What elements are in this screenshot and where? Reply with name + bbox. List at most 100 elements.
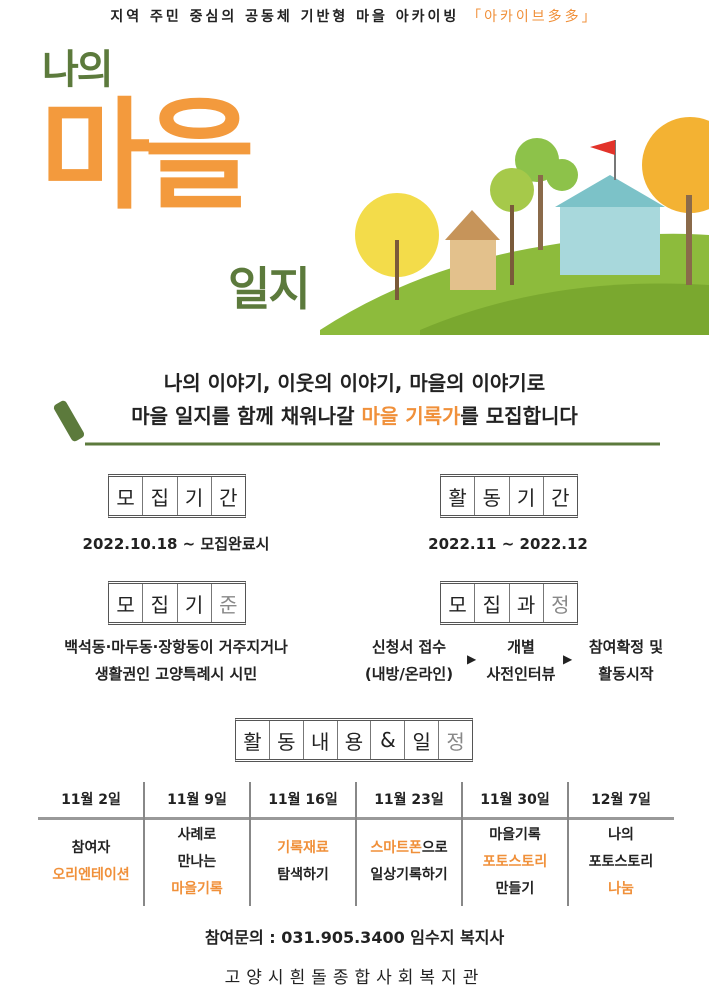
activity-text: 으로	[421, 840, 448, 856]
heading-char: 기	[176, 584, 211, 622]
step-line: 신청서 접수	[371, 638, 447, 656]
activity-line: 사례로	[144, 822, 250, 849]
criteria-text: 백석동·마두동·장항동이 거주지거나 생활권인 고양특례시 시민	[5, 634, 347, 688]
tagline-text: 지역 주민 중심의 공동체 기반형 마을 아카이빙	[110, 9, 460, 25]
activity-line: 기록재료	[250, 835, 356, 862]
recruit-period-value: 2022.10.18 ~ 모집완료시	[82, 535, 270, 553]
tagline: 지역 주민 중심의 공동체 기반형 마을 아카이빙 「아카이브多多」	[0, 8, 709, 26]
heading-char: 정	[542, 584, 577, 622]
schedule-date: 11월 9일	[167, 792, 227, 808]
heading-char: 집	[474, 584, 508, 622]
activity-line: 오리엔테이션	[38, 862, 144, 889]
activity-line: 만들기	[462, 876, 568, 903]
activity-line: 나눔	[568, 876, 674, 903]
activity-text: 나눔	[608, 880, 634, 897]
heading-char: 준	[210, 584, 245, 622]
column-divider	[355, 782, 357, 906]
column-divider	[567, 782, 569, 906]
intro-highlight: 마을 기록가	[361, 404, 461, 428]
activity-text: 마을기록	[171, 880, 223, 897]
activity-line: 포토스토리	[568, 849, 674, 876]
schedule-date: 11월 16일	[268, 792, 338, 808]
activity-text: 만들기	[495, 880, 535, 897]
heading-char: 집	[142, 477, 176, 515]
intro-line1: 나의 이야기, 이웃의 이야기, 마을의 이야기로	[163, 371, 546, 395]
arrow-right-icon: ▶	[467, 652, 477, 666]
activity-line: 만나는	[144, 849, 250, 876]
heading-char: 기	[508, 477, 543, 515]
heading-char: 모	[448, 592, 467, 617]
contact-info: 참여문의 : 031.905.3400 임수지 복지사	[204, 928, 505, 947]
schedule-table: 11월 2일 참여자 오리엔테이션 11월 9일 사례로 만나는 마을기록 11월 16일 기록…	[38, 782, 674, 906]
activity-text: 포토스토리	[482, 853, 548, 870]
step-line: 개별	[507, 638, 535, 656]
heading-char: 모	[116, 592, 135, 617]
process-step-1: 신청서 접수 (내방/온라인)	[352, 634, 466, 688]
activity-text: 일상기록하기	[370, 867, 448, 883]
pencil-icon	[53, 400, 660, 446]
activity-line: 일상기록하기	[356, 862, 462, 889]
arrow-right-icon: ▶	[563, 652, 573, 666]
schedule-date: 11월 2일	[61, 792, 121, 808]
heading-char: 정	[438, 721, 472, 759]
heading-char: &	[370, 721, 404, 759]
intro-text: 를 모집합니다	[460, 404, 578, 428]
title-line3: 일지	[228, 262, 311, 316]
activity-text: 나의	[608, 826, 634, 843]
heading-char: 내	[302, 721, 337, 759]
step-line: 활동시작	[598, 665, 654, 683]
heading-char: 동	[268, 721, 303, 759]
activity-line: 스마트폰으로	[356, 835, 462, 862]
heading-char: 집	[142, 584, 176, 622]
activity-text: 기록재료	[277, 840, 329, 856]
step-line: (내방/온라인)	[364, 665, 454, 683]
activity-line: 탐색하기	[250, 862, 356, 889]
activity-text: 포토스토리	[588, 853, 654, 870]
schedule-column: 11월 23일 스마트폰으로 일상기록하기	[356, 782, 462, 906]
step-line: 사전인터뷰	[486, 665, 556, 683]
footer-organization: 고양시흰돌종합사회복지관	[224, 968, 485, 988]
activity-line: 나의	[568, 822, 674, 849]
activity-text: 사례로	[177, 826, 217, 843]
activity-period-value: 2022.11 ~ 2022.12	[428, 535, 588, 553]
criteria-line: 백석동·마두동·장항동이 거주지거나	[64, 638, 288, 656]
heading-char: 용	[336, 721, 371, 759]
brand-name: 「아카이브多多」	[467, 9, 599, 25]
activity-text: 오리엔테이션	[52, 867, 130, 883]
schedule-heading: 활 동 내 용 & 일 정	[235, 718, 473, 762]
heading-char: 일	[404, 721, 438, 759]
activity-line: 마을기록	[144, 876, 250, 903]
step-line: 참여확정 및	[588, 638, 664, 656]
heading-char: 기	[176, 477, 211, 515]
activity-text: 탐색하기	[277, 867, 329, 883]
column-divider	[143, 782, 145, 906]
column-divider	[249, 782, 251, 906]
activity-text: 스마트폰	[370, 840, 422, 856]
title-line1: 나의	[42, 47, 114, 93]
schedule-date: 12월 7일	[591, 792, 651, 808]
heading-char: 모	[116, 485, 135, 510]
heading-char: 간	[542, 477, 577, 515]
title-line2: 마을	[40, 87, 255, 226]
heading-char: 활	[243, 729, 262, 754]
schedule-date: 11월 30일	[480, 792, 550, 808]
activity-line: 참여자	[38, 835, 144, 862]
activity-line: 마을기록	[462, 822, 568, 849]
heading-char: 과	[508, 584, 543, 622]
activity-text: 만나는	[177, 853, 217, 870]
